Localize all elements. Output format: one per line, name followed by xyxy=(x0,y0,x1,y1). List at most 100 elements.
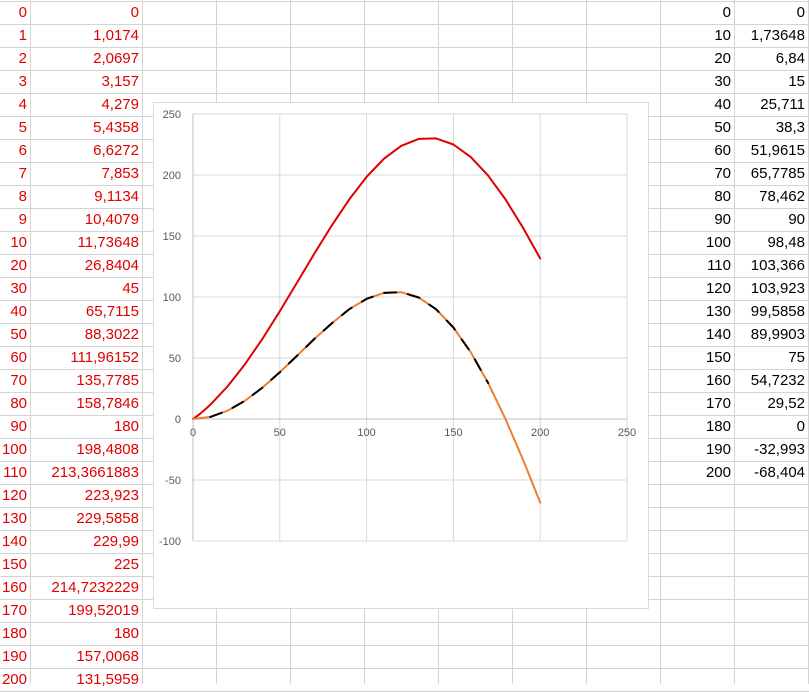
left-y-cell[interactable]: 9,1134 xyxy=(94,188,139,205)
right-y-cell[interactable]: 0 xyxy=(796,4,805,21)
left-x-cell[interactable]: 30 xyxy=(10,280,27,297)
left-y-cell[interactable]: 223,923 xyxy=(84,487,139,504)
left-x-cell[interactable]: 1 xyxy=(18,27,27,44)
left-y-cell[interactable]: 135,7785 xyxy=(76,372,139,389)
left-y-cell[interactable]: 26,8404 xyxy=(84,257,139,274)
left-y-cell[interactable]: 10,4079 xyxy=(84,211,139,228)
left-y-cell[interactable]: 229,5858 xyxy=(76,510,139,527)
right-y-cell[interactable]: 99,5858 xyxy=(750,303,805,320)
left-x-cell[interactable]: 9 xyxy=(18,211,27,228)
left-y-cell[interactable]: 180 xyxy=(113,418,139,435)
left-y-cell[interactable]: 199,52019 xyxy=(68,602,139,619)
left-y-cell[interactable]: 0 xyxy=(130,4,139,21)
right-x-cell[interactable]: 140 xyxy=(705,326,731,343)
right-x-cell[interactable]: 190 xyxy=(705,441,731,458)
left-y-cell[interactable]: 2,0697 xyxy=(93,50,139,67)
left-y-cell[interactable]: 131,5959 xyxy=(76,671,139,688)
scatter-chart[interactable]: 250 200 150 100 50 0 -50 -100 0 50 100 150 200 250 xyxy=(154,103,648,608)
right-x-cell[interactable]: 20 xyxy=(714,50,731,67)
left-x-cell[interactable]: 3 xyxy=(18,73,27,90)
right-x-cell[interactable]: 60 xyxy=(714,142,731,159)
right-x-cell[interactable]: 160 xyxy=(705,372,731,389)
right-x-cell[interactable]: 200 xyxy=(705,464,731,481)
right-y-cell[interactable]: -32,993 xyxy=(754,441,805,458)
right-y-cell[interactable]: 38,3 xyxy=(775,119,805,136)
right-y-cell[interactable]: 75 xyxy=(788,349,805,366)
right-y-cell[interactable]: 25,711 xyxy=(760,96,805,113)
right-x-cell[interactable]: 10 xyxy=(714,27,731,44)
right-x-cell[interactable]: 70 xyxy=(714,165,731,182)
left-x-cell[interactable]: 50 xyxy=(10,326,27,343)
right-y-cell[interactable]: 98,48 xyxy=(767,234,805,251)
left-y-cell[interactable]: 198,4808 xyxy=(76,441,139,458)
left-x-cell[interactable]: 200 xyxy=(1,671,27,688)
left-y-cell[interactable]: 225 xyxy=(113,556,139,573)
right-x-cell[interactable]: 150 xyxy=(705,349,731,366)
right-x-cell[interactable]: 0 xyxy=(722,4,731,21)
left-x-cell[interactable]: 5 xyxy=(18,119,27,136)
left-x-cell[interactable]: 170 xyxy=(1,602,27,619)
right-y-cell[interactable]: 0 xyxy=(796,418,805,435)
left-x-cell[interactable]: 20 xyxy=(10,257,27,274)
left-x-cell[interactable]: 2 xyxy=(18,50,27,67)
left-y-cell[interactable]: 157,0068 xyxy=(76,648,139,665)
right-x-cell[interactable]: 50 xyxy=(714,119,731,136)
left-y-cell[interactable]: 158,7846 xyxy=(76,395,139,412)
left-x-cell[interactable]: 10 xyxy=(10,234,27,251)
left-y-cell[interactable]: 180 xyxy=(113,625,139,642)
right-y-cell[interactable]: 90 xyxy=(788,211,805,228)
right-x-cell[interactable]: 80 xyxy=(714,188,731,205)
left-x-cell[interactable]: 120 xyxy=(1,487,27,504)
right-x-cell[interactable]: 120 xyxy=(705,280,731,297)
left-x-cell[interactable]: 100 xyxy=(1,441,27,458)
chart-area[interactable]: 250 200 150 100 50 0 -50 -100 0 50 100 150 200 250 xyxy=(153,102,649,609)
left-y-cell[interactable]: 7,853 xyxy=(101,165,139,182)
right-y-cell[interactable]: 78,462 xyxy=(759,188,805,205)
right-y-cell[interactable]: 54,7232 xyxy=(750,372,805,389)
left-x-cell[interactable]: 110 xyxy=(3,464,27,481)
left-y-cell[interactable]: 111,96152 xyxy=(70,349,139,366)
right-y-cell[interactable]: 103,366 xyxy=(750,257,805,274)
left-x-cell[interactable]: 6 xyxy=(18,142,27,159)
right-y-cell[interactable]: 6,84 xyxy=(775,50,805,67)
right-y-cell[interactable]: 103,923 xyxy=(750,280,805,297)
right-x-cell[interactable]: 130 xyxy=(705,303,731,320)
right-x-cell[interactable]: 90 xyxy=(714,211,731,228)
left-x-cell[interactable]: 190 xyxy=(1,648,27,665)
left-x-cell[interactable]: 130 xyxy=(1,510,27,527)
left-x-cell[interactable]: 140 xyxy=(1,533,27,550)
right-y-cell[interactable]: 29,52 xyxy=(767,395,805,412)
left-x-cell[interactable]: 8 xyxy=(18,188,27,205)
left-x-cell[interactable]: 40 xyxy=(10,303,27,320)
right-y-cell[interactable]: 65,7785 xyxy=(750,165,805,182)
left-x-cell[interactable]: 150 xyxy=(1,556,27,573)
left-x-cell[interactable]: 7 xyxy=(18,165,27,182)
right-y-cell[interactable]: 89,9903 xyxy=(750,326,805,343)
left-y-cell[interactable]: 1,0174 xyxy=(93,27,139,44)
right-x-cell[interactable]: 30 xyxy=(714,73,731,90)
left-y-cell[interactable]: 6,6272 xyxy=(93,142,139,159)
right-y-cell[interactable]: 1,73648 xyxy=(750,27,805,44)
left-x-cell[interactable]: 80 xyxy=(10,395,27,412)
left-y-cell[interactable]: 3,157 xyxy=(101,73,139,90)
left-y-cell[interactable]: 213,3661883 xyxy=(51,464,139,481)
right-y-cell[interactable]: 51,9615 xyxy=(750,142,805,159)
left-x-cell[interactable]: 60 xyxy=(10,349,27,366)
left-x-cell[interactable]: 4 xyxy=(18,96,27,113)
left-x-cell[interactable]: 180 xyxy=(1,625,27,642)
left-x-cell[interactable]: 70 xyxy=(10,372,27,389)
left-y-cell[interactable]: 65,7115 xyxy=(85,303,139,320)
left-y-cell[interactable]: 229,99 xyxy=(93,533,139,550)
right-x-cell[interactable]: 100 xyxy=(705,234,731,251)
right-x-cell[interactable]: 170 xyxy=(705,395,731,412)
left-y-cell[interactable]: 88,3022 xyxy=(84,326,139,343)
left-x-cell[interactable]: 160 xyxy=(1,579,27,596)
right-x-cell[interactable]: 180 xyxy=(705,418,731,435)
left-y-cell[interactable]: 11,73648 xyxy=(77,234,139,251)
left-x-cell[interactable]: 0 xyxy=(18,4,27,21)
left-y-cell[interactable]: 4,279 xyxy=(101,96,139,113)
right-x-cell[interactable]: 110 xyxy=(707,257,731,274)
left-y-cell[interactable]: 45 xyxy=(122,280,139,297)
right-y-cell[interactable]: -68,404 xyxy=(754,464,805,481)
left-y-cell[interactable]: 5,4358 xyxy=(93,119,139,136)
